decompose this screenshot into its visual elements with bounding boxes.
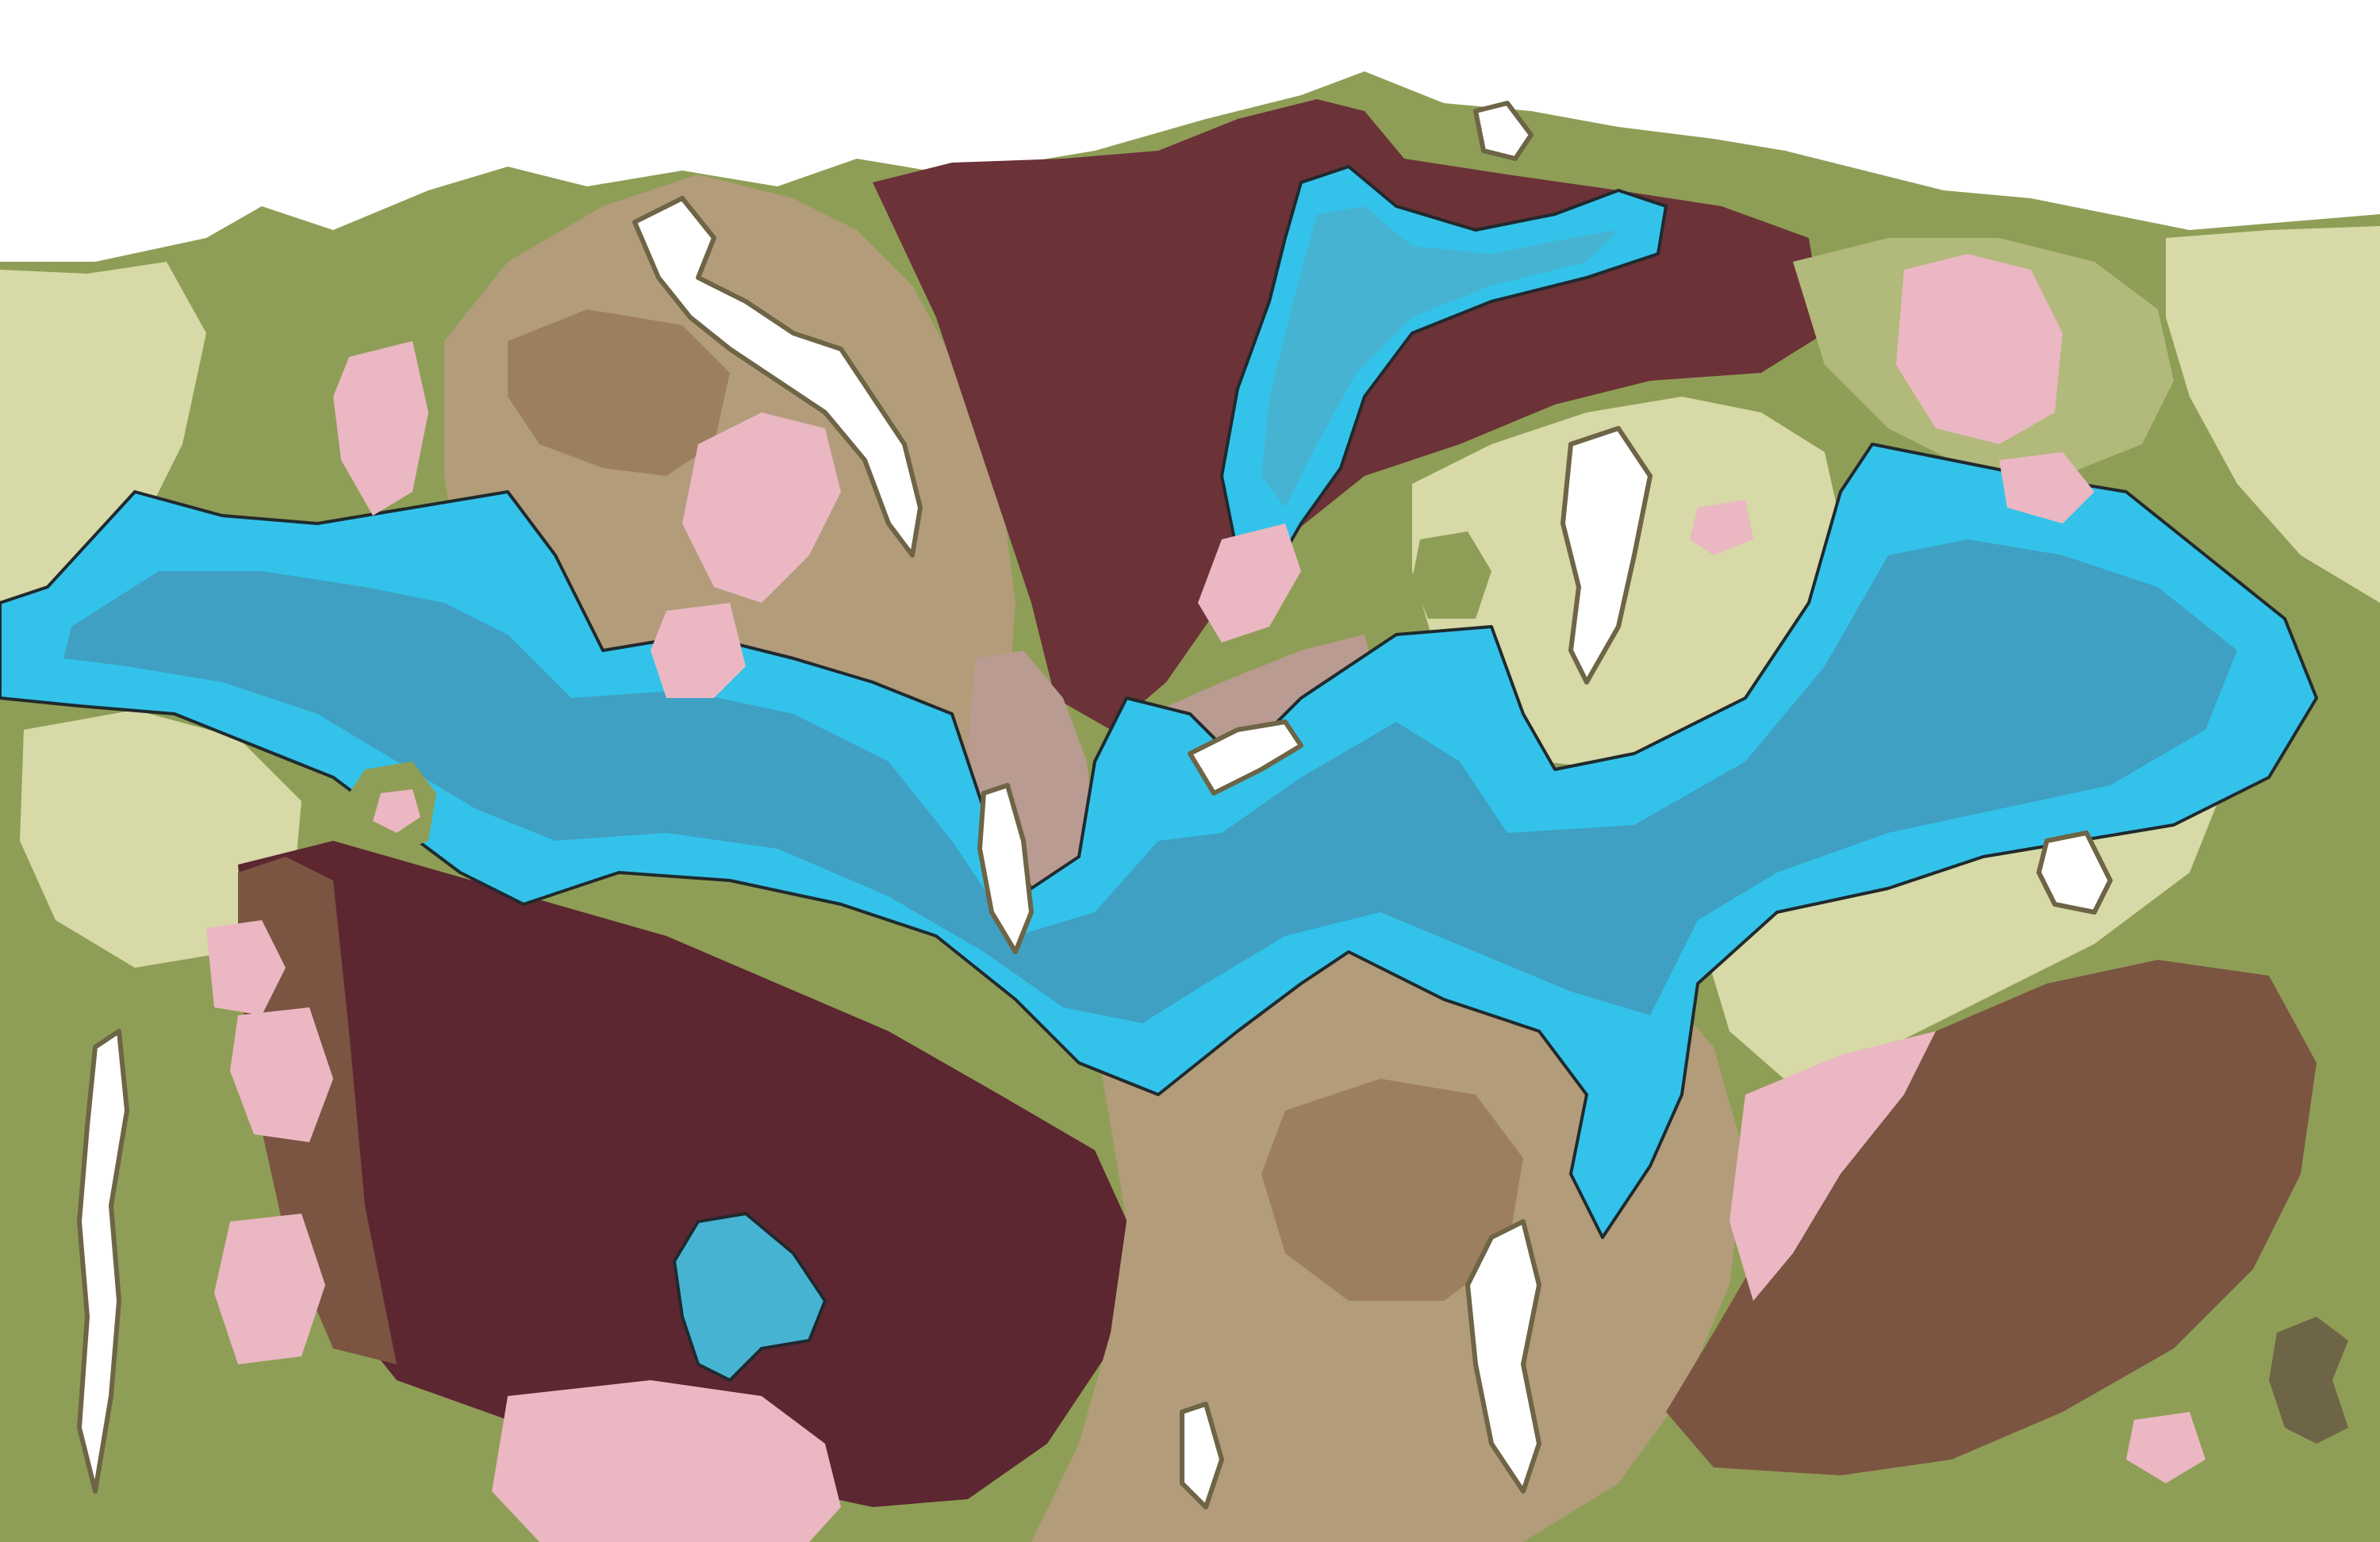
snow-ridge-west xyxy=(77,1029,129,1494)
hills-south-central-core xyxy=(1261,1079,1523,1301)
blossom-southeast-small xyxy=(2126,1412,2205,1483)
snow-ridge-north-small xyxy=(1473,101,1534,161)
blossom-west-lower-3 xyxy=(214,1214,325,1364)
blossom-north-ridge xyxy=(1198,524,1301,642)
blossom-southeast-coast xyxy=(1729,1031,1936,1301)
blossom-northwest-1 xyxy=(682,412,841,603)
mountain-southeast xyxy=(1666,960,2317,1475)
blossom-east-small xyxy=(1999,452,2094,524)
southwest-lake xyxy=(673,1212,827,1382)
blossom-east-plains xyxy=(1690,500,1753,555)
highland-southwest xyxy=(238,841,1134,1507)
plains-west xyxy=(0,262,206,619)
snow-patch-east xyxy=(2036,830,2113,915)
snow-ridge-northwest xyxy=(632,196,923,558)
snow-ridge-central-east xyxy=(1188,719,1303,796)
northern-sea-arm-deep xyxy=(1261,206,1618,508)
west-lake-inner xyxy=(373,789,420,833)
snow-ridge-south-small xyxy=(1180,1402,1224,1509)
snow-ridge-south xyxy=(1465,1219,1541,1494)
blossom-northeast xyxy=(1896,254,2063,444)
snow-ridge-central xyxy=(977,783,1034,954)
plains-west-lower xyxy=(20,710,301,968)
blossom-south-1 xyxy=(492,1380,841,1542)
snow-ridge-east xyxy=(1560,426,1653,685)
blossom-northwest-2 xyxy=(651,603,746,698)
blossom-west-1 xyxy=(333,341,428,516)
dark-mark-southeast xyxy=(2269,1317,2348,1444)
plains-east xyxy=(2166,226,2380,603)
inland-sea-deep xyxy=(63,539,2237,1023)
grass-patch-north xyxy=(1412,531,1491,619)
blossom-west-lower-2 xyxy=(230,1007,333,1142)
hills-northwest-core xyxy=(508,309,730,476)
blossom-west-lower-1 xyxy=(206,920,286,1015)
